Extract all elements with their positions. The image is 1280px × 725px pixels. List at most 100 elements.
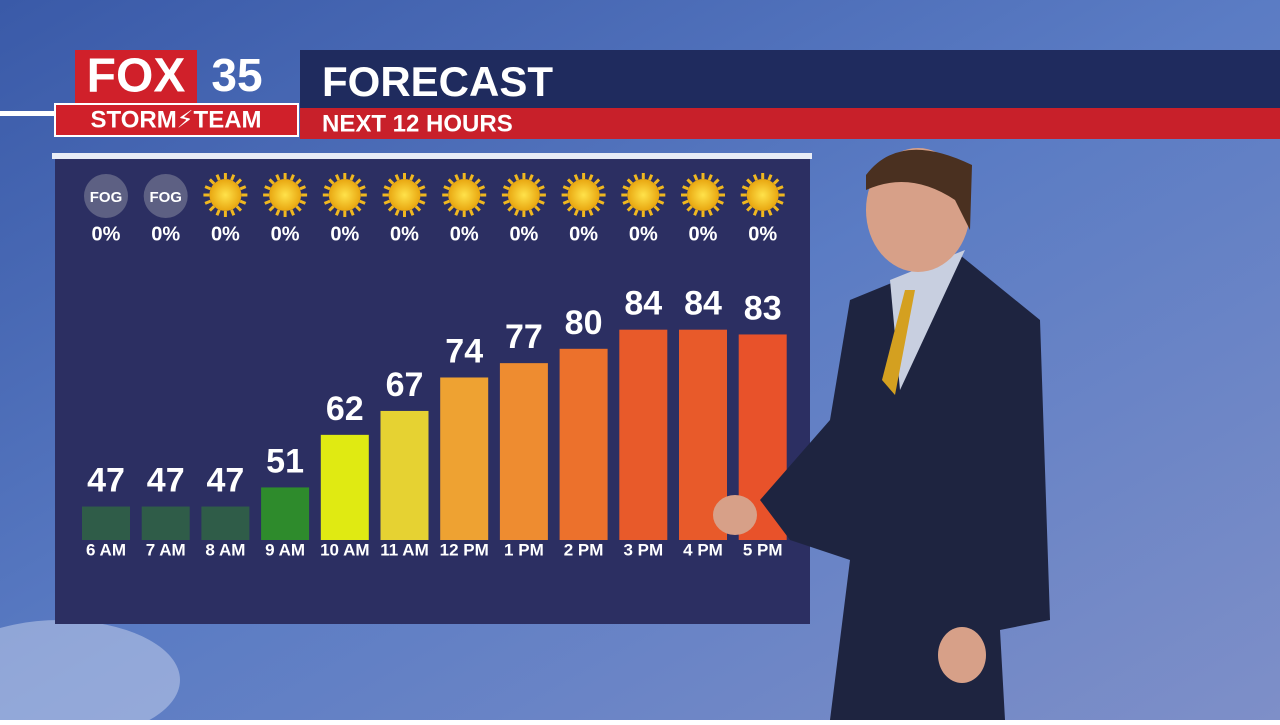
precip-label: 0% <box>390 223 419 245</box>
sun-ray <box>633 174 639 181</box>
x-tick-label: 7 AM <box>146 540 186 559</box>
precip-label: 0% <box>92 223 121 245</box>
sun-ray <box>323 185 331 191</box>
sun-ray <box>514 174 520 181</box>
logo-fox: FOX <box>87 50 186 103</box>
x-tick-label: 8 AM <box>205 540 245 559</box>
sun-ray <box>275 174 281 181</box>
sun-ray <box>717 185 724 191</box>
sun-ray <box>648 209 654 216</box>
bar <box>499 363 548 540</box>
header-line <box>0 111 60 116</box>
sun-ray <box>534 205 541 212</box>
x-tick-label: 5 PM <box>743 540 783 559</box>
sun-ray <box>328 178 335 185</box>
bar <box>619 329 668 540</box>
sun-ray <box>349 209 355 216</box>
sun-ray <box>387 178 395 185</box>
sun-ray <box>717 199 724 205</box>
sun-ray <box>334 174 341 181</box>
sun-icon <box>507 179 540 211</box>
sun-ray <box>528 209 534 216</box>
sun-ray <box>474 178 481 185</box>
value-label: 74 <box>445 332 483 370</box>
sun-ray <box>414 205 422 212</box>
sun-ray <box>418 199 426 205</box>
condition-label: FOG <box>90 189 123 206</box>
sun-ray <box>686 205 693 212</box>
sun-ray <box>355 205 362 212</box>
sun-ray <box>767 209 773 216</box>
sun-ray <box>328 205 335 212</box>
bar <box>141 506 190 540</box>
sun-ray <box>355 178 362 185</box>
sun-ray <box>626 205 634 212</box>
bar <box>320 434 369 540</box>
sun-ray <box>713 205 720 212</box>
sun-ray <box>633 209 639 216</box>
sun-ray <box>299 199 306 205</box>
sun-ray <box>414 178 422 185</box>
sun-ray <box>264 199 271 205</box>
sun-ray <box>478 199 486 205</box>
sun-ray <box>752 209 758 216</box>
sun-ray <box>447 205 454 212</box>
logo-storm-box <box>54 103 299 137</box>
sun-ray <box>394 209 400 216</box>
sun-ray <box>682 199 689 205</box>
sun-ray <box>752 174 758 181</box>
sun-ray <box>409 209 415 216</box>
sun-ray <box>443 199 450 205</box>
subtitle: NEXT 12 HOURS <box>322 110 513 137</box>
sun-ray <box>772 178 780 185</box>
sun-ray <box>503 185 510 191</box>
sun-ray <box>409 174 415 181</box>
sun-ray <box>597 185 605 191</box>
sun-ray <box>566 178 574 185</box>
sun-ray <box>538 199 545 205</box>
sun-ray <box>289 209 295 216</box>
sun-ray <box>387 205 395 212</box>
sun-ray <box>235 205 243 212</box>
sun-ray <box>626 178 634 185</box>
sun-ray <box>653 178 660 185</box>
value-label: 80 <box>565 304 603 342</box>
sun-ray <box>383 199 391 205</box>
logo-number: 35 <box>211 49 262 101</box>
title: FORECAST <box>322 58 553 105</box>
sun-ray <box>622 185 630 191</box>
precip-label: 0% <box>271 223 300 245</box>
sun-ray <box>507 178 514 185</box>
condition-label: FOG <box>149 189 182 206</box>
sun-ray <box>215 209 221 216</box>
sun-ray <box>693 209 699 216</box>
fog-icon <box>84 174 128 218</box>
sun-ray <box>323 199 331 205</box>
sun-ray <box>573 209 579 216</box>
value-label: 47 <box>147 462 185 500</box>
sun-ray <box>359 185 366 191</box>
sun-ray <box>359 199 366 205</box>
sun-ray <box>275 209 281 216</box>
sun-ray <box>562 199 570 205</box>
bar <box>82 506 130 540</box>
sun-ray <box>264 185 271 191</box>
title-band <box>300 50 1280 108</box>
logo-box <box>75 50 197 104</box>
bar <box>559 348 608 540</box>
value-label: 47 <box>87 462 125 500</box>
sun-ray <box>239 199 247 205</box>
sun-ray <box>767 174 773 181</box>
sun-icon <box>448 179 481 211</box>
value-label: 84 <box>624 285 662 323</box>
sun-ray <box>746 178 753 185</box>
sun-icon <box>209 179 242 211</box>
sun-ray <box>657 185 665 191</box>
value-label: 62 <box>326 390 364 428</box>
sun-icon <box>567 179 600 211</box>
x-tick-label: 9 AM <box>265 540 305 559</box>
sun-ray <box>503 199 510 205</box>
sun-ray <box>230 174 236 181</box>
sun-ray <box>349 174 355 181</box>
